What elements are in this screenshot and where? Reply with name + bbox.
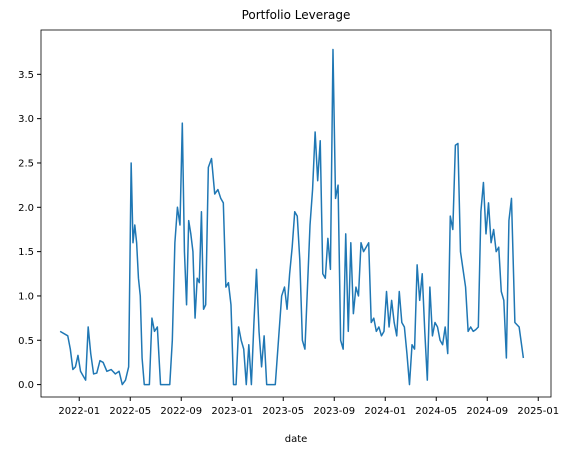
y-tick-label: 2.0 xyxy=(18,203,34,214)
y-tick-label: 0.5 xyxy=(18,336,34,347)
chart-title: Portfolio Leverage xyxy=(242,8,351,22)
x-axis-label: date xyxy=(285,434,308,445)
y-tick-label: 1.0 xyxy=(18,291,34,302)
line-series xyxy=(59,48,525,386)
y-tick-label: 1.5 xyxy=(18,247,34,258)
x-tick-label: 2022-05 xyxy=(109,406,151,417)
y-tick-label: 3.0 xyxy=(18,114,34,125)
y-tick-label: 0.0 xyxy=(18,380,34,391)
x-tick-label: 2023-01 xyxy=(211,406,253,417)
x-tick-label: 2025-01 xyxy=(517,406,559,417)
x-tick-label: 2024-09 xyxy=(466,406,508,417)
x-tick-label: 2023-05 xyxy=(262,406,304,417)
y-tick-label: 2.5 xyxy=(18,158,34,169)
x-tick-label: 2023-09 xyxy=(313,406,355,417)
x-tick-label: 2024-01 xyxy=(364,406,406,417)
x-tick-label: 2024-05 xyxy=(415,406,457,417)
plot-frame xyxy=(40,29,552,398)
y-tick-label: 3.5 xyxy=(18,70,34,81)
x-tick-label: 2022-01 xyxy=(58,406,100,417)
x-tick-label: 2022-09 xyxy=(160,406,202,417)
